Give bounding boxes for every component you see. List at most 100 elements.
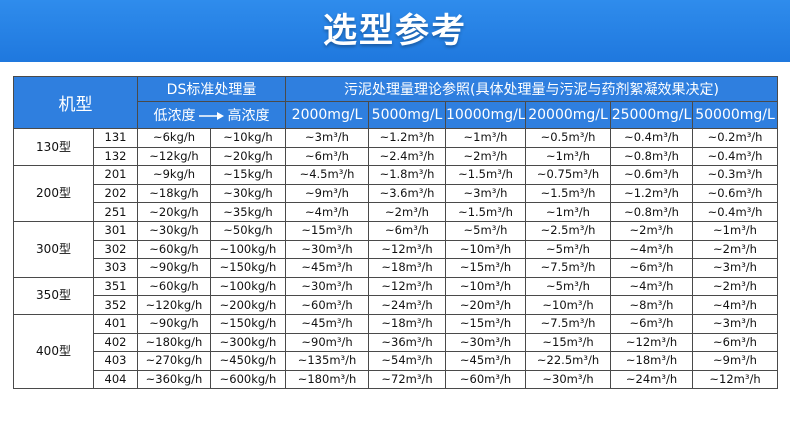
table-cell: ~30m³/h (285, 276, 370, 297)
table-cell: ~12m³/h (610, 332, 694, 353)
table-cell: ~6m³/h (610, 258, 694, 278)
table-cell: ~12m³/h (368, 239, 447, 260)
table-cell: ~2m³/h (692, 276, 779, 297)
table-cell: ~15kg/h (209, 165, 287, 185)
table-cell: ~12m³/h (368, 276, 447, 297)
header-cell: 5000mg/L (368, 101, 447, 129)
table-cell: ~150kg/h (209, 313, 287, 334)
table-cell: ~18m³/h (368, 313, 447, 334)
table-cell: ~0.4m³/h (692, 202, 779, 222)
table-cell: ~450kg/h (209, 351, 287, 371)
table-cell: ~6m³/h (692, 332, 779, 353)
table-cell: ~15m³/h (285, 220, 370, 241)
table-cell: ~10m³/h (525, 295, 612, 315)
table-cell: ~2m³/h (368, 202, 447, 222)
table-cell: ~22.5m³/h (525, 351, 612, 371)
table-cell: ~12m³/h (692, 369, 779, 390)
table-cell: ~10kg/h (209, 128, 287, 148)
table-cell: ~10m³/h (445, 276, 527, 297)
table-cell: ~120kg/h (137, 295, 211, 315)
table-cell: ~30kg/h (137, 220, 211, 241)
table-row: 132 ~12kg/h ~20kg/h ~6m³/h ~2.4m³/h ~2m³/h ~1m… (14, 146, 779, 167)
table-row: 403 ~270kg/h ~450kg/h ~135m³/h ~54m³/h ~45m³/… (14, 351, 779, 371)
table-cell: ~4m³/h (610, 239, 694, 260)
table-cell: ~30m³/h (525, 369, 612, 390)
table-row: 400型 401 ~90kg/h ~150kg/h ~45m³/h ~18m³/h ~15m… (13, 313, 779, 390)
table-cell: ~3m³/h (692, 313, 779, 334)
table-cell: 302 (93, 239, 138, 260)
table-cell: ~30m³/h (445, 332, 527, 353)
spec-table: 机型 DS标准处理量 污泥处理量理论参照(具体处理量与污泥与药剂絮凝效果决定) … (13, 76, 779, 390)
table-cell: ~200kg/h (209, 295, 287, 315)
table-cell: ~60kg/h (137, 276, 211, 297)
table-cell: ~15m³/h (445, 258, 527, 278)
table-cell: ~4m³/h (285, 202, 370, 222)
table-cell: ~8m³/h (610, 295, 694, 315)
table-cell: 131 (93, 128, 138, 148)
table-cell: 352 (93, 295, 138, 315)
table-cell: ~1m³/h (445, 128, 527, 148)
header-row: 低浓度 高浓度 2000mg/L 5000mg/L 10000mg/L 20000mg/… (14, 101, 779, 129)
table-cell: ~4.5m³/h (285, 165, 370, 185)
table-cell: 301 (93, 220, 138, 241)
table-cell: ~6m³/h (285, 146, 370, 167)
table-cell: 403 (93, 351, 138, 371)
table-cell: ~90m³/h (285, 332, 370, 353)
table-cell: ~135m³/h (285, 351, 370, 371)
table-row: 303 ~90kg/h ~150kg/h ~45m³/h ~18m³/h ~15m³/h ~… (14, 258, 779, 278)
banner: 选型参考 (0, 0, 790, 62)
group-cell: 400型 (13, 313, 94, 390)
table-cell: ~1m³/h (525, 146, 612, 167)
table-cell: ~180kg/h (137, 332, 211, 353)
table-cell: ~15m³/h (525, 332, 612, 353)
table-cell: 404 (93, 369, 138, 390)
table-cell: ~180m³/h (285, 369, 370, 390)
table-cell: ~18m³/h (610, 351, 694, 371)
header-cell: 20000mg/L (525, 101, 612, 129)
table-cell: ~360kg/h (137, 369, 211, 390)
table-cell: ~0.5m³/h (525, 128, 612, 148)
table-row: 300型 301 ~30kg/h ~50kg/h ~15m³/h ~6m³/h ~5m³/h… (13, 220, 779, 278)
table-row: 200型 201 ~9kg/h ~15kg/h ~4.5m³/h ~1.8m³/h ~1.5… (13, 165, 779, 222)
table-row: 251 ~20kg/h ~35kg/h ~4m³/h ~2m³/h ~1.5m³/h ~1m… (14, 202, 779, 222)
table-cell: 402 (93, 332, 138, 353)
table-cell: ~20m³/h (445, 295, 527, 315)
table-cell: ~0.3m³/h (692, 165, 779, 185)
table-body: 130型 131 ~6kg/h ~10kg/h ~3m³/h ~1.2m³/h ~1m³/h… (13, 127, 779, 390)
header-cell: 50000mg/L (692, 101, 779, 129)
table-cell: ~2.5m³/h (525, 220, 612, 241)
table-cell: ~270kg/h (137, 351, 211, 371)
table-cell: ~0.2m³/h (692, 128, 779, 148)
header-text: 高浓度 (227, 108, 270, 124)
table-cell: ~1.8m³/h (368, 165, 447, 185)
header-text: 低浓度 (153, 108, 196, 124)
table-cell: ~90kg/h (137, 313, 211, 334)
header-cell: 25000mg/L (610, 101, 694, 129)
table-cell: ~1.5m³/h (445, 165, 527, 185)
table-cell: ~2m³/h (610, 220, 694, 241)
table-cell: ~1.2m³/h (610, 183, 694, 204)
table-cell: ~20kg/h (209, 146, 287, 167)
table-cell: ~1m³/h (692, 220, 779, 241)
table-cell: 132 (93, 146, 138, 167)
table-cell: ~10m³/h (445, 239, 527, 260)
table-cell: ~30kg/h (209, 183, 287, 204)
table-row: 130型 131 ~6kg/h ~10kg/h ~3m³/h ~1.2m³/h ~1m³/h… (13, 127, 779, 167)
table-cell: ~20kg/h (137, 202, 211, 222)
group-cell: 200型 (13, 165, 94, 222)
table-cell: ~18kg/h (137, 183, 211, 204)
header-cell: 2000mg/L (285, 101, 370, 129)
table-cell: ~0.6m³/h (610, 165, 694, 185)
table-cell: ~1.2m³/h (368, 128, 447, 148)
table-cell: ~5m³/h (445, 220, 527, 241)
table-cell: ~6m³/h (368, 220, 447, 241)
arrow-icon (198, 112, 224, 120)
banner-title: 选型参考 (323, 11, 467, 51)
header-row: 机型 DS标准处理量 污泥处理量理论参照(具体处理量与污泥与药剂絮凝效果决定) (13, 76, 779, 129)
group-cell: 350型 (13, 276, 94, 315)
table-cell: ~1.5m³/h (525, 183, 612, 204)
header-cell: DS标准处理量 (136, 76, 287, 102)
table-cell: 401 (93, 313, 138, 334)
table-cell: ~0.8m³/h (610, 202, 694, 222)
